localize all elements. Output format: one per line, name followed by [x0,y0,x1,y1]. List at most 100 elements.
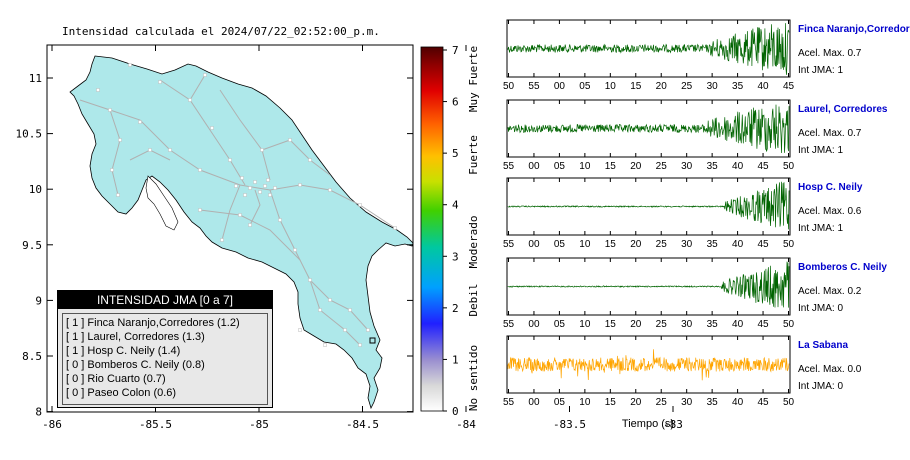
waveform-tick-label: 45 [783,81,795,92]
waveform-int-jma: Int JMA: 1 [798,145,844,156]
map-y-tick-label: 9.5 [22,239,42,252]
station-dot [328,298,332,302]
waveform-int-jma: Int JMA: 0 [798,303,844,314]
map-x-tick-label: -84 [456,418,476,431]
waveform-tick-label: 35 [707,239,719,250]
station-dot [188,98,192,102]
waveform-tick-label: 55 [503,397,515,408]
station-dot [253,180,257,184]
waveform-tick-label: 05 [554,319,566,330]
legend-item: [ 0 ] Rio Cuarto (0.7) [66,373,166,385]
colorbar-label: No sentido [467,345,480,411]
waveform-tick-label: 55 [503,239,515,250]
station-dot [343,328,347,332]
legend-item: [ 1 ] Hosp C. Neily (1.4) [66,345,181,357]
waveform-station-name: Finca Naranjo,Corredores [798,24,910,35]
waveform-tick-label: 30 [681,397,693,408]
station-dot [148,148,152,152]
waveform-tick-label: 40 [732,319,744,330]
road [261,139,331,176]
waveform-station-name: Laurel, Corredores [798,104,888,115]
colorbar-tick-label: 7 [452,44,459,57]
waveform-tick-label: 35 [732,81,744,92]
road [79,99,241,186]
road [219,89,271,181]
waveform-tick-label: 30 [707,81,719,92]
waveform-tick-label: 05 [554,161,566,172]
waveform-tick-label: 55 [503,319,515,330]
waveform-tick-label: 00 [554,81,566,92]
waveform-tick-label: 25 [656,397,668,408]
waveform-tick-label: 00 [528,397,540,408]
waveform-station-name: Hosp C. Neily [798,182,863,193]
map-y-tick-label: 11 [29,72,42,85]
waveform-tick-label: 45 [757,161,769,172]
station-dot [266,178,270,182]
waveform-tick-label: 05 [554,239,566,250]
station-dot [323,343,327,347]
waveform-tick-label: 20 [656,81,668,92]
station-dot [108,108,112,112]
waveform-tick-label: 05 [554,397,566,408]
waveform-tick-label: 50 [783,239,795,250]
station-dot [308,158,312,162]
waveform-panels: 50 55 00 05 10 15 20 25 30 35 40 45 55 00 05 10 15 20 25 30… [503,19,795,408]
colorbar [420,46,444,412]
waveform-tick-label: 10 [579,239,591,250]
waveform-trace [507,349,790,381]
legend-item: [ 0 ] Paseo Colon (0.6) [66,387,177,399]
waveform-tick-label: 10 [579,397,591,408]
colorbar-tick-label: 6 [452,96,459,109]
station-dot [278,218,282,222]
road [199,209,301,261]
waveform-tick-label: 20 [630,239,642,250]
waveform-tick-label: 50 [783,397,795,408]
road [249,189,261,226]
station-dot [393,226,397,230]
station-dot [263,184,267,188]
station-dot [220,238,224,242]
waveform-tick-label: 30 [681,161,693,172]
station-dot [348,308,352,312]
waveform-trace [507,104,790,154]
waveform-tick-label: 25 [656,161,668,172]
station-dot [243,193,247,197]
colorbar-tick-label: 3 [452,250,459,263]
waveform-tick-label: 00 [528,161,540,172]
station-dot [268,193,272,197]
colorbar-ticks: 7 6 5 4 3 2 1 0 [443,44,459,418]
road [309,279,369,331]
map-title: Intensidad calculada el 2024/07/22_02:52… [62,25,380,38]
station-dot [128,63,132,67]
waveform-tick-label: 25 [656,319,668,330]
waveform-tick-label: 55 [528,81,540,92]
colorbar-labels: Muy Fuerte Fuerte Moderado Debil No sentido [467,46,480,411]
station-dot [358,343,362,347]
map-x-tick-label: -83.5 [553,418,586,431]
waveform-tick-label: 15 [605,161,617,172]
station-dot [358,203,362,207]
map-y-tick-label: 10 [29,183,42,196]
waveform-tick-label: 15 [630,81,642,92]
colorbar-label: Muy Fuerte [467,46,480,112]
waveform-tick-label: 05 [579,81,591,92]
waveform-xlabel: Tiempo (s) [622,418,674,430]
waveform-tick-label: 15 [605,397,617,408]
waveform-tick-label: 50 [503,81,515,92]
map-y-tick-label: 10.5 [16,128,43,141]
waveform-tick-label: 50 [783,161,795,172]
station-dot [298,183,302,187]
waveform-trace [507,181,790,230]
station-dot [198,208,202,212]
waveform-trace [507,261,790,308]
waveform-tick-label: 35 [707,319,719,330]
road [109,109,121,196]
map-x-tick-label: -83 [663,418,683,431]
station-dot [158,80,162,84]
station-dot [298,328,302,332]
waveform-tick-label: 40 [732,161,744,172]
colorbar-tick-label: 1 [452,353,459,366]
station-dot [138,120,142,124]
station-marker-highlight [369,337,376,344]
waveform-tick-label: 10 [579,161,591,172]
